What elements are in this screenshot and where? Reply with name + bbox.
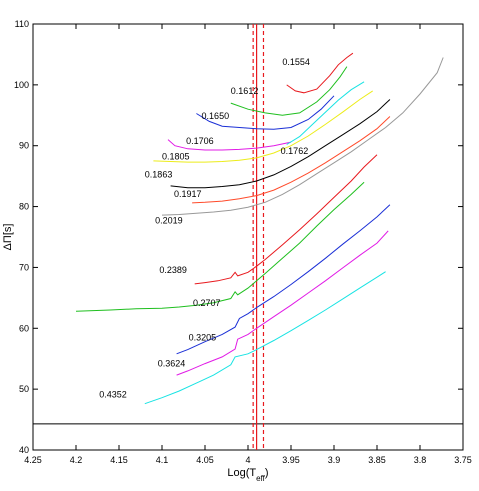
x-tick-label: 4.15 bbox=[110, 455, 128, 465]
series-label-0.3205: 0.3205 bbox=[189, 332, 217, 342]
x-tick-label: 3.75 bbox=[454, 455, 472, 465]
series-label-0.2019: 0.2019 bbox=[155, 216, 183, 226]
y-tick-label: 100 bbox=[14, 80, 29, 90]
y-tick-label: 50 bbox=[19, 384, 29, 394]
y-tick-label: 110 bbox=[15, 19, 29, 29]
x-axis-label: Log(Teff) bbox=[227, 467, 268, 483]
series-curves bbox=[75, 52, 444, 405]
y-tick-label: 60 bbox=[19, 323, 29, 333]
y-tick-label: 40 bbox=[19, 445, 29, 455]
series-line-0.1706 bbox=[167, 139, 292, 151]
series-label-0.1762: 0.1762 bbox=[281, 146, 309, 156]
series-line-0.4352 bbox=[144, 271, 386, 405]
y-tick-label: 90 bbox=[19, 141, 29, 151]
series-line-0.1554 bbox=[286, 52, 354, 94]
y-tick-label: 70 bbox=[19, 262, 29, 272]
series-label-0.4352: 0.4352 bbox=[99, 390, 127, 400]
x-tick-label: 3.8 bbox=[414, 455, 427, 465]
series-line-0.2019 bbox=[161, 57, 444, 216]
series-label-0.1554: 0.1554 bbox=[282, 57, 310, 67]
x-tick-label: 4.05 bbox=[196, 455, 214, 465]
x-axis-label-main: Log(T bbox=[227, 467, 256, 479]
reference-lines bbox=[33, 24, 463, 450]
y-tick-label: 80 bbox=[19, 202, 29, 212]
x-tick-label: 3.95 bbox=[282, 455, 300, 465]
series-line-0.1863 bbox=[170, 99, 391, 189]
x-tick-label: 4.2 bbox=[70, 455, 83, 465]
x-tick-label: 4.1 bbox=[156, 455, 169, 465]
series-line-0.2707 bbox=[75, 181, 365, 312]
x-axis-label-sub: eff bbox=[256, 474, 266, 483]
axis-ticks: 4.25 4.2 4.15 4.1 4.05 4 3.95 3.9 3.85 3.8 3.75 40 5… bbox=[14, 19, 472, 465]
series-label-0.2389: 0.2389 bbox=[159, 265, 187, 275]
series-line-0.1612 bbox=[230, 66, 348, 116]
x-tick-label: 3.9 bbox=[328, 455, 341, 465]
series-line-0.3205 bbox=[176, 204, 391, 355]
series-line-0.1917 bbox=[192, 116, 391, 204]
series-line-0.1650 bbox=[196, 95, 335, 130]
series-label-0.1917: 0.1917 bbox=[174, 189, 202, 199]
x-axis-label-close: ) bbox=[265, 467, 269, 479]
series-line-0.3624 bbox=[176, 230, 389, 376]
series-line-0.1762 bbox=[286, 81, 365, 145]
series-line-0.2389 bbox=[194, 154, 378, 285]
x-tick-label: 4.25 bbox=[24, 455, 42, 465]
series-label-0.1805: 0.1805 bbox=[162, 152, 190, 162]
series-label-0.1612: 0.1612 bbox=[231, 86, 259, 96]
y-axis-label: ΔΠ[s] bbox=[2, 224, 14, 251]
x-tick-label: 4 bbox=[245, 455, 250, 465]
series-label-0.2707: 0.2707 bbox=[193, 298, 221, 308]
x-tick-label: 3.85 bbox=[368, 455, 386, 465]
series-label-0.1650: 0.1650 bbox=[202, 111, 230, 121]
series-labels: 0.1554 0.1612 0.1650 0.1706 0.1762 0.1805 0.18… bbox=[99, 57, 310, 400]
series-label-0.1863: 0.1863 bbox=[145, 169, 173, 179]
series-label-0.3624: 0.3624 bbox=[158, 359, 186, 369]
series-line-0.1805 bbox=[153, 90, 373, 163]
series-label-0.1706: 0.1706 bbox=[186, 136, 214, 146]
